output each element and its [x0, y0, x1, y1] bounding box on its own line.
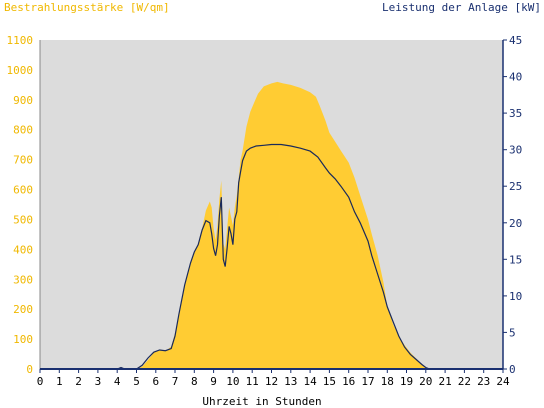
x-tick-label: 20 [419, 375, 432, 388]
y-left-tick-label: 0 [26, 363, 33, 376]
y-right-tick-label: 45 [509, 34, 522, 47]
x-tick-label: 15 [323, 375, 336, 388]
x-tick-label: 8 [191, 375, 198, 388]
y-right-tick-label: 40 [509, 71, 522, 84]
x-tick-label: 21 [438, 375, 451, 388]
x-tick-label: 6 [152, 375, 159, 388]
y-left-tick-label: 700 [13, 154, 33, 167]
x-tick-label: 5 [133, 375, 140, 388]
y-right-tick-label: 30 [509, 144, 522, 157]
y-left-tick-label: 300 [13, 273, 33, 286]
series-area-irradiance [40, 81, 503, 370]
y-right-tick-label: 25 [509, 180, 522, 193]
y-left-tick-label: 800 [13, 124, 33, 137]
x-tick-label: 10 [226, 375, 239, 388]
right-axis-title: Leistung der Anlage [kW] [382, 1, 541, 14]
y-left-tick-label: 200 [13, 303, 33, 316]
y-left-tick-label: 500 [13, 214, 33, 227]
x-tick-label: 17 [361, 375, 374, 388]
x-tick-label: 18 [381, 375, 394, 388]
y-right-tick-label: 10 [509, 290, 522, 303]
x-tick-label: 22 [458, 375, 471, 388]
x-tick-label: 14 [303, 375, 317, 388]
left-axis-title: Bestrahlungsstärke [W/qm] [4, 1, 170, 14]
x-tick-label: 7 [172, 375, 179, 388]
x-tick-label: 12 [265, 375, 278, 388]
x-tick-label: 9 [210, 375, 217, 388]
x-tick-label: 3 [95, 375, 102, 388]
x-tick-label: 2 [75, 375, 82, 388]
y-right-tick-label: 5 [509, 326, 516, 339]
y-right-tick-label: 35 [509, 107, 522, 120]
x-tick-label: 13 [284, 375, 297, 388]
x-tick-label: 19 [400, 375, 413, 388]
y-left-tick-label: 900 [13, 94, 33, 107]
y-left-tick-label: 100 [13, 333, 33, 346]
y-right-tick-label: 15 [509, 253, 522, 266]
y-left-tick-label: 1000 [7, 64, 34, 77]
y-right-tick-label: 20 [509, 217, 522, 230]
y-left-tick-label: 600 [13, 184, 33, 197]
x-tick-label: 11 [246, 375, 259, 388]
y-right-tick-label: 0 [509, 363, 516, 376]
x-tick-label: 4 [114, 375, 121, 388]
x-axis-title: Uhrzeit in Stunden [202, 395, 321, 408]
series-line-power [40, 143, 503, 370]
x-tick-label: 1 [56, 375, 63, 388]
y-left-tick-label: 1100 [7, 34, 34, 47]
x-tick-label: 0 [37, 375, 44, 388]
x-tick-label: 23 [477, 375, 490, 388]
x-tick-label: 24 [496, 375, 510, 388]
x-tick-label: 16 [342, 375, 355, 388]
y-left-tick-label: 400 [13, 243, 33, 256]
